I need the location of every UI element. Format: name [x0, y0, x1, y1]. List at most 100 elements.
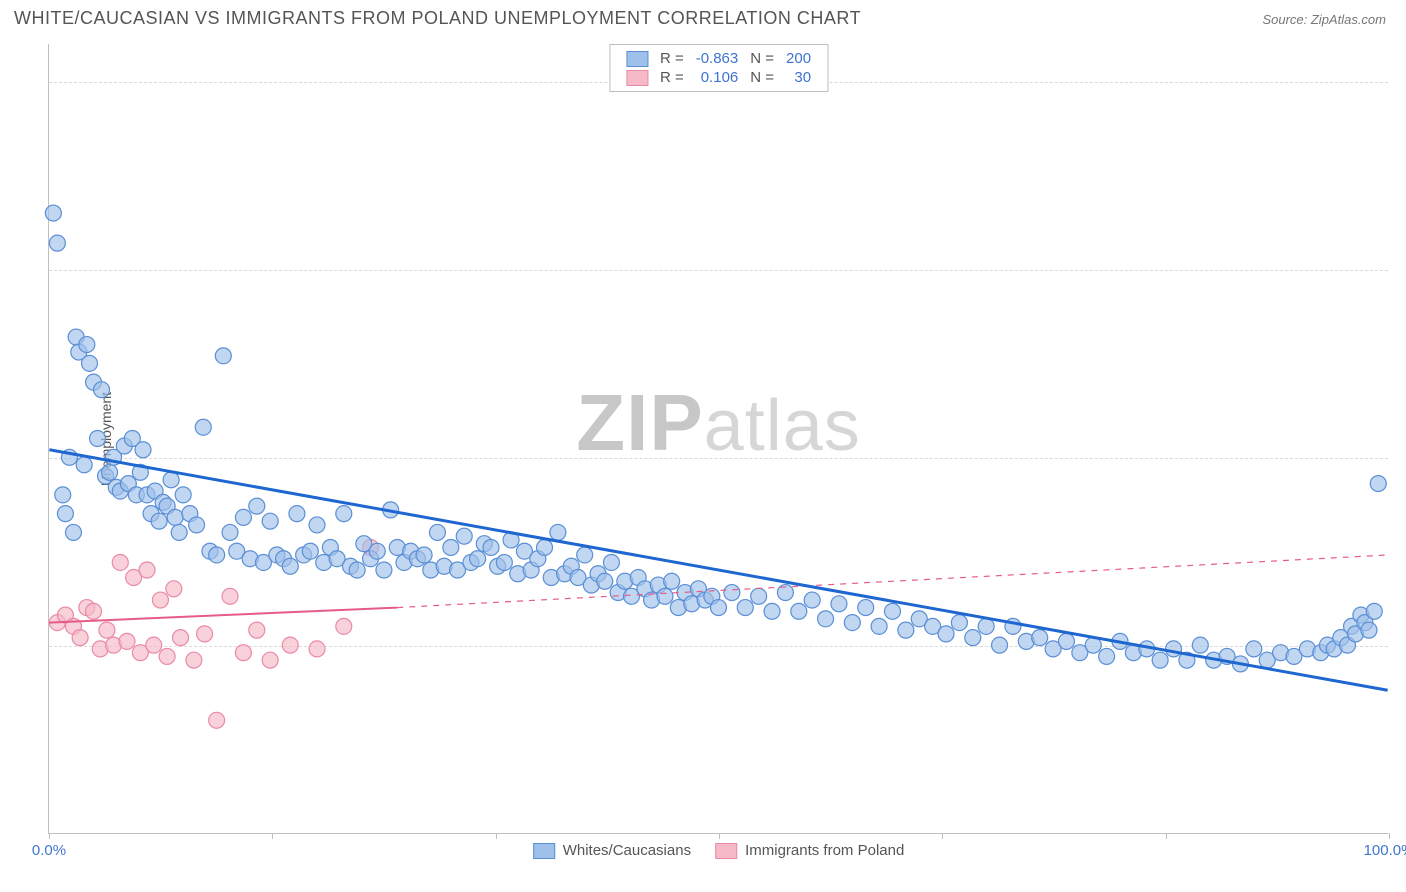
- data-point: [94, 382, 110, 398]
- data-point: [724, 585, 740, 601]
- data-point: [249, 498, 265, 514]
- data-point: [167, 509, 183, 525]
- data-point: [249, 622, 265, 638]
- data-point: [146, 637, 162, 653]
- data-point: [209, 712, 225, 728]
- data-point: [336, 506, 352, 522]
- data-point: [871, 618, 887, 634]
- data-point: [751, 588, 767, 604]
- data-point: [173, 630, 189, 646]
- x-tick: [1389, 833, 1390, 839]
- x-tick: [496, 833, 497, 839]
- legend-row-blue: R = -0.863 N = 200: [620, 49, 817, 68]
- data-point: [597, 573, 613, 589]
- data-point: [831, 596, 847, 612]
- data-point: [416, 547, 432, 563]
- data-point: [965, 630, 981, 646]
- data-point: [1370, 476, 1386, 492]
- legend-swatch-pink: [626, 70, 648, 86]
- data-point: [1246, 641, 1262, 657]
- chart-title: WHITE/CAUCASIAN VS IMMIGRANTS FROM POLAN…: [14, 8, 861, 29]
- y-tick-label: 15.0%: [1392, 261, 1406, 278]
- data-point: [336, 618, 352, 634]
- y-tick-label: 10.0%: [1392, 449, 1406, 466]
- data-point: [938, 626, 954, 642]
- data-point: [99, 622, 115, 638]
- data-point: [235, 645, 251, 661]
- data-point: [1099, 648, 1115, 664]
- x-tick-label: 100.0%: [1364, 842, 1406, 859]
- data-point: [215, 348, 231, 364]
- x-tick-label: 0.0%: [32, 842, 66, 859]
- legend-pink-label: Immigrants from Poland: [745, 842, 904, 859]
- x-tick: [49, 833, 50, 839]
- scatter-plot-svg: [49, 44, 1388, 833]
- data-point: [1366, 603, 1382, 619]
- data-point: [262, 652, 278, 668]
- data-point: [550, 524, 566, 540]
- x-tick: [942, 833, 943, 839]
- legend-n-label: N =: [744, 49, 780, 68]
- data-point: [309, 641, 325, 657]
- data-point: [166, 581, 182, 597]
- data-point: [171, 524, 187, 540]
- legend-blue-label: Whites/Caucasians: [563, 842, 691, 859]
- data-point: [76, 457, 92, 473]
- data-point: [456, 528, 472, 544]
- data-point: [858, 600, 874, 616]
- data-point: [289, 506, 305, 522]
- data-point: [209, 547, 225, 563]
- x-tick: [1166, 833, 1167, 839]
- legend-blue-n-value: 200: [780, 49, 817, 68]
- data-point: [45, 205, 61, 221]
- data-point: [195, 419, 211, 435]
- source-prefix: Source:: [1262, 12, 1310, 27]
- data-point: [496, 554, 512, 570]
- legend-swatch-blue-icon: [533, 843, 555, 859]
- data-point: [443, 539, 459, 555]
- data-point: [282, 558, 298, 574]
- legend-r-label: R =: [654, 68, 690, 87]
- data-point: [992, 637, 1008, 653]
- data-point: [197, 626, 213, 642]
- x-tick: [272, 833, 273, 839]
- data-point: [65, 524, 81, 540]
- data-point: [262, 513, 278, 529]
- legend-correlation-box: R = -0.863 N = 200 R = 0.106 N = 30: [609, 44, 828, 92]
- data-point: [139, 562, 155, 578]
- data-point: [349, 562, 365, 578]
- source-value: ZipAtlas.com: [1311, 12, 1386, 27]
- legend-series: Whites/Caucasians Immigrants from Poland: [533, 842, 905, 859]
- data-point: [978, 618, 994, 634]
- legend-r-label: R =: [654, 49, 690, 68]
- data-point: [152, 592, 168, 608]
- data-point: [1192, 637, 1208, 653]
- data-point: [222, 524, 238, 540]
- data-point: [90, 431, 106, 447]
- data-point: [135, 442, 151, 458]
- data-point: [309, 517, 325, 533]
- data-point: [102, 464, 118, 480]
- legend-blue-r-value: -0.863: [690, 49, 745, 68]
- data-point: [235, 509, 251, 525]
- data-point: [804, 592, 820, 608]
- data-point: [376, 562, 392, 578]
- data-point: [55, 487, 71, 503]
- legend-pink-r-value: 0.106: [690, 68, 745, 87]
- legend-swatch-blue: [626, 51, 648, 67]
- data-point: [302, 543, 318, 559]
- data-point: [1361, 622, 1377, 638]
- source-label: Source: ZipAtlas.com: [1262, 12, 1386, 27]
- data-point: [186, 652, 202, 668]
- data-point: [764, 603, 780, 619]
- legend-n-label: N =: [744, 68, 780, 87]
- data-point: [898, 622, 914, 638]
- data-point: [737, 600, 753, 616]
- legend-row-pink: R = 0.106 N = 30: [620, 68, 817, 87]
- chart-plot-area: Unemployment ZIPatlas R = -0.863 N = 200…: [48, 44, 1388, 834]
- data-point: [72, 630, 88, 646]
- data-point: [577, 547, 593, 563]
- legend-swatch-pink-icon: [715, 843, 737, 859]
- data-point: [470, 551, 486, 567]
- data-point: [82, 355, 98, 371]
